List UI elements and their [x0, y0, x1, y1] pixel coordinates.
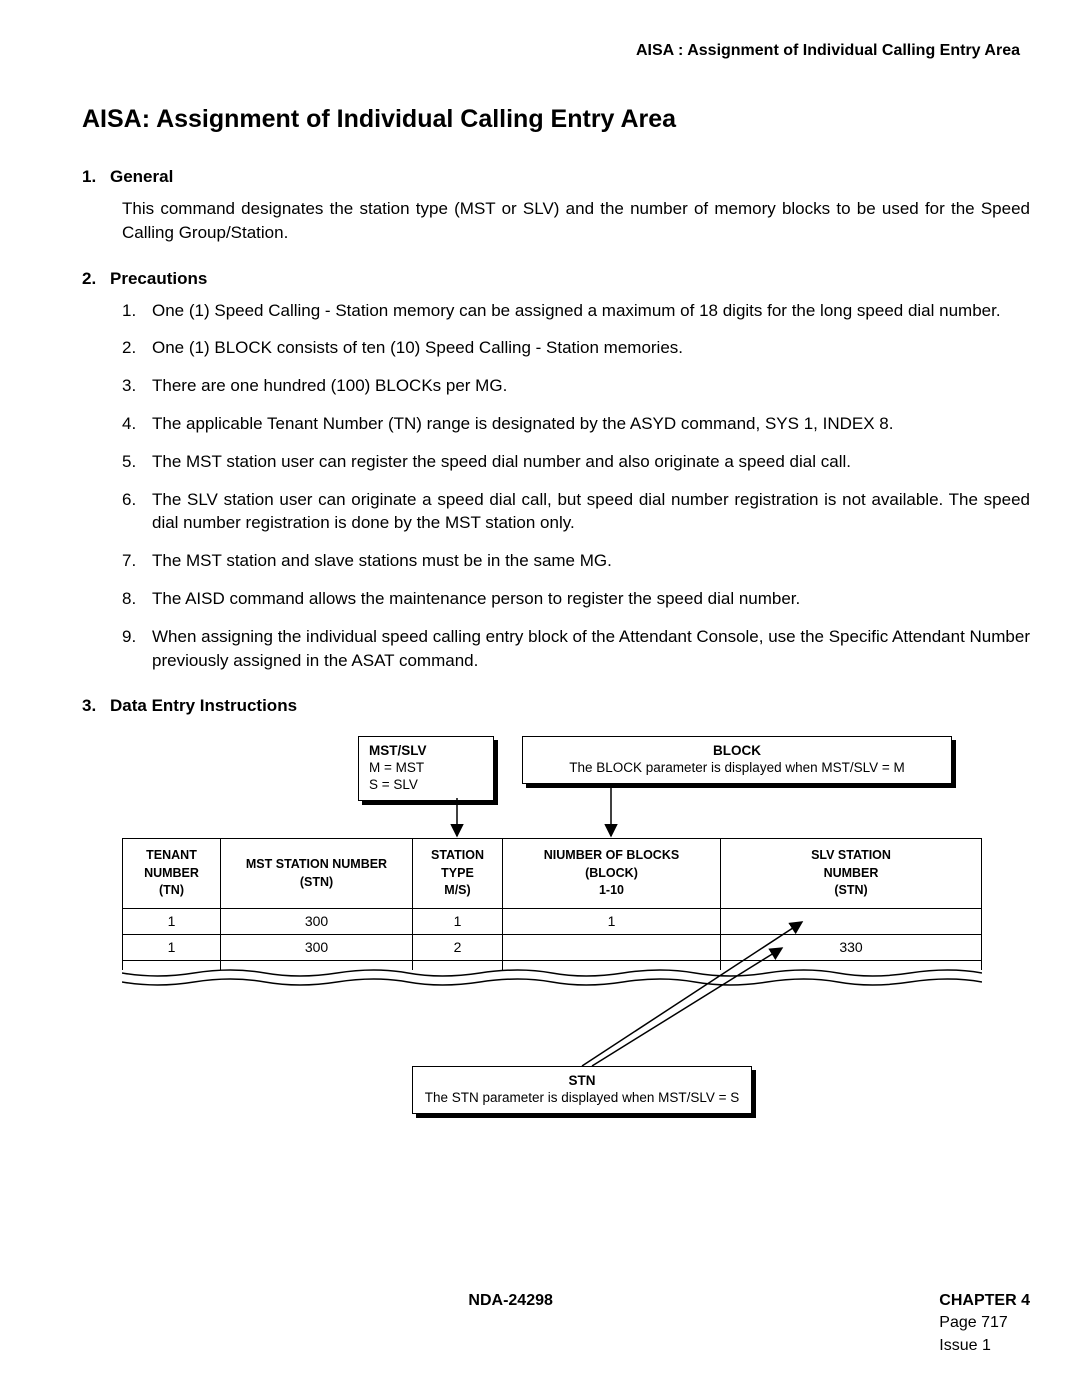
item-num: 6. [122, 488, 152, 536]
callout-line: M = MST [369, 760, 483, 777]
cell: 1 [123, 935, 221, 960]
precautions-list: 1.One (1) Speed Calling - Station memory… [122, 299, 1030, 673]
cell: 1 [123, 909, 221, 934]
section-num: 1. [82, 165, 110, 189]
list-item: 5.The MST station user can register the … [122, 450, 1030, 474]
cell: 330 [721, 935, 981, 960]
item-text: There are one hundred (100) BLOCKs per M… [152, 374, 1030, 398]
main-title: AISA: Assignment of Individual Calling E… [82, 102, 1030, 137]
list-item: 1.One (1) Speed Calling - Station memory… [122, 299, 1030, 323]
cell: 300 [221, 935, 413, 960]
col-header: STATIONTYPEM/S) [413, 839, 503, 908]
cell: 300 [221, 909, 413, 934]
cell [721, 909, 981, 934]
section-num: 2. [82, 267, 110, 291]
section-heading: General [110, 165, 173, 189]
list-item: 8.The AISD command allows the maintenanc… [122, 587, 1030, 611]
cell [503, 935, 721, 960]
footer-page: Page 717 [939, 1312, 1030, 1334]
item-text: The MST station and slave stations must … [152, 549, 1030, 573]
callout-title: BLOCK [533, 743, 941, 760]
section-num: 3. [82, 694, 110, 718]
item-text: One (1) Speed Calling - Station memory c… [152, 299, 1030, 323]
callout-text: The BLOCK parameter is displayed when MS… [533, 760, 941, 777]
section-general-body: This command designates the station type… [122, 197, 1030, 245]
callout-text: The STN parameter is displayed when MST/… [423, 1090, 741, 1107]
callout-mstslv: MST/SLV M = MST S = SLV [358, 736, 494, 801]
table-row: 1 300 2 330 [123, 935, 981, 961]
item-num: 5. [122, 450, 152, 474]
list-item: 7.The MST station and slave stations mus… [122, 549, 1030, 573]
cell: 2 [413, 935, 503, 960]
callout-block: BLOCK The BLOCK parameter is displayed w… [522, 736, 952, 784]
data-table: TENANTNUMBER(TN) MST STATION NUMBER(STN)… [122, 838, 982, 970]
section-heading: Data Entry Instructions [110, 694, 297, 718]
col-header: MST STATION NUMBER(STN) [221, 839, 413, 908]
callout-stn: STN The STN parameter is displayed when … [412, 1066, 752, 1114]
item-text: The MST station user can register the sp… [152, 450, 1030, 474]
item-num: 9. [122, 625, 152, 673]
item-num: 8. [122, 587, 152, 611]
item-num: 4. [122, 412, 152, 436]
item-num: 3. [122, 374, 152, 398]
col-header: SLV STATIONNUMBER(STN) [721, 839, 981, 908]
col-header: NIUMBER OF BLOCKS(BLOCK)1-10 [503, 839, 721, 908]
diagram: MST/SLV M = MST S = SLV BLOCK The BLOCK … [122, 736, 982, 1156]
table-tail [123, 961, 981, 970]
page-footer: NDA-24298 CHAPTER 4 Page 717 Issue 1 [82, 1290, 1030, 1357]
item-text: The SLV station user can originate a spe… [152, 488, 1030, 536]
section-general-head: 1. General [82, 165, 1030, 189]
item-num: 1. [122, 299, 152, 323]
list-item: 6.The SLV station user can originate a s… [122, 488, 1030, 536]
item-text: The applicable Tenant Number (TN) range … [152, 412, 1030, 436]
callout-title: STN [423, 1073, 741, 1090]
callout-line: S = SLV [369, 777, 483, 794]
section-data-entry-head: 3. Data Entry Instructions [82, 694, 1030, 718]
cell: 1 [503, 909, 721, 934]
list-item: 4.The applicable Tenant Number (TN) rang… [122, 412, 1030, 436]
footer-doc-id: NDA-24298 [468, 1290, 552, 1357]
list-item: 3.There are one hundred (100) BLOCKs per… [122, 374, 1030, 398]
item-text: One (1) BLOCK consists of ten (10) Speed… [152, 336, 1030, 360]
item-text: The AISD command allows the maintenance … [152, 587, 1030, 611]
list-item: 2.One (1) BLOCK consists of ten (10) Spe… [122, 336, 1030, 360]
section-precautions-head: 2. Precautions [82, 267, 1030, 291]
footer-issue: Issue 1 [939, 1335, 1030, 1357]
list-item: 9.When assigning the individual speed ca… [122, 625, 1030, 673]
item-num: 7. [122, 549, 152, 573]
page-header-title: AISA : Assignment of Individual Calling … [82, 40, 1030, 62]
col-header: TENANTNUMBER(TN) [123, 839, 221, 908]
item-text: When assigning the individual speed call… [152, 625, 1030, 673]
table-header: TENANTNUMBER(TN) MST STATION NUMBER(STN)… [123, 839, 981, 909]
cell: 1 [413, 909, 503, 934]
footer-chapter: CHAPTER 4 [939, 1290, 1030, 1312]
callout-title: MST/SLV [369, 743, 483, 760]
item-num: 2. [122, 336, 152, 360]
table-row: 1 300 1 1 [123, 909, 981, 935]
section-heading: Precautions [110, 267, 207, 291]
